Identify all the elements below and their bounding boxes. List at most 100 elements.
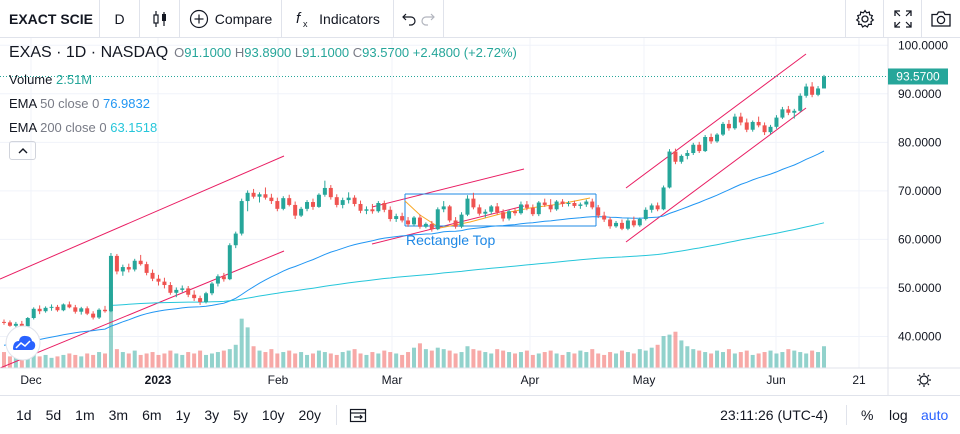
volume-bar (720, 352, 725, 368)
channel-line (371, 205, 525, 245)
ema200-legend[interactable]: EMA 200 close 0 63.1518 (9, 120, 157, 135)
volume-bar (465, 346, 470, 368)
candle-body (822, 76, 826, 89)
candle-body (174, 289, 179, 293)
candle-body (691, 144, 696, 154)
volume-bar (103, 353, 108, 368)
svg-text:f: f (296, 10, 302, 27)
candle-body (138, 260, 143, 265)
close-label: C (352, 45, 363, 60)
y-tick-label: 60.0000 (898, 232, 942, 246)
volume-bar (73, 354, 78, 368)
clock[interactable]: 23:11:26 (UTC-4) (720, 407, 828, 423)
candle-body (685, 153, 690, 156)
volume-bar (602, 354, 607, 368)
candle-body (114, 255, 119, 272)
volume-bar (376, 353, 381, 368)
chart-type-button[interactable] (140, 0, 180, 38)
calendar-range-icon (349, 408, 367, 422)
y-tick-label: 40.0000 (898, 329, 942, 343)
volume-bar (55, 356, 60, 368)
range-button-1d[interactable]: 1d (16, 406, 32, 423)
volume-bar (655, 344, 660, 368)
candle-body (168, 285, 173, 293)
volume-bar (518, 352, 523, 368)
volume-bar (673, 331, 678, 368)
percent-toggle[interactable]: % (861, 407, 874, 423)
candle-body (382, 203, 387, 210)
volume-bar (168, 350, 173, 368)
candle-body (513, 211, 518, 214)
candle-body (2, 321, 6, 323)
candle-body (578, 204, 583, 206)
ema50-params: 50 close 0 (40, 96, 100, 111)
range-button-20y[interactable]: 20y (298, 406, 322, 423)
volume-bar (507, 352, 512, 368)
candle-body (364, 209, 369, 211)
volume-bar (263, 352, 268, 368)
volume-bar (459, 352, 464, 368)
candle-body (406, 220, 411, 225)
compare-button[interactable]: Compare (180, 0, 282, 38)
candle-body (798, 95, 803, 111)
volume-bar (67, 353, 72, 368)
range-button-1y[interactable]: 1y (175, 406, 191, 423)
volume-bar (715, 350, 720, 368)
volume-bars (2, 294, 826, 368)
range-button-1m[interactable]: 1m (75, 406, 95, 423)
volume-bar (150, 352, 155, 368)
volume-bar (590, 349, 595, 368)
interval-button[interactable]: D (100, 0, 140, 38)
axis-settings-button[interactable] (917, 373, 931, 387)
volume-bar (43, 354, 48, 368)
channel-line (0, 250, 285, 369)
range-button-3m[interactable]: 3m (108, 406, 129, 423)
channel-line (0, 155, 285, 280)
x-tick-label: Dec (20, 373, 41, 387)
range-button-10y[interactable]: 10y (261, 406, 285, 423)
candle-body (602, 215, 607, 220)
volume-bar (548, 350, 553, 368)
range-button-5y[interactable]: 5y (233, 406, 248, 423)
candle-body (400, 216, 405, 221)
candle-body (489, 206, 494, 212)
range-button-3y[interactable]: 3y (204, 406, 220, 423)
redo-icon[interactable] (420, 11, 436, 27)
candle-body (31, 308, 36, 319)
x-tick-label: May (633, 373, 656, 387)
range-button-5d[interactable]: 5d (45, 406, 62, 423)
volume-bar (429, 350, 434, 368)
volume-bar (334, 354, 339, 368)
candle-body (417, 217, 422, 227)
settings-button[interactable] (846, 0, 884, 38)
volume-bar (180, 354, 185, 368)
volume-legend[interactable]: Volume 2.51M (9, 72, 92, 87)
candle-body (322, 187, 327, 195)
log-toggle[interactable]: log (889, 407, 908, 423)
tradingview-logo[interactable] (5, 325, 41, 361)
snapshot-button[interactable] (922, 0, 960, 38)
volume-bar (649, 347, 654, 368)
candle-body (774, 117, 779, 127)
price-chart[interactable]: Rectangle Top 100.0000 90.0000 80.0000 70.0… (0, 38, 960, 395)
volume-bar (816, 352, 821, 368)
price-badge-text: 93.5700 (896, 69, 940, 83)
candle-body (156, 278, 161, 282)
volume-bar (822, 346, 826, 368)
ema50-legend[interactable]: EMA 50 close 0 76.9832 (9, 96, 150, 111)
open-value: 91.1000 (184, 45, 232, 60)
date-range-button[interactable] (345, 407, 371, 423)
auto-toggle[interactable]: auto (921, 407, 949, 423)
symbol-search-button[interactable]: EXACT SCIE (0, 0, 100, 38)
volume-bar (382, 350, 387, 368)
fullscreen-button[interactable] (884, 0, 922, 38)
range-button-6m[interactable]: 6m (142, 406, 162, 423)
candle-body (471, 198, 476, 208)
undo-icon[interactable] (401, 11, 417, 27)
candle-body (756, 121, 761, 126)
candle-body (221, 276, 226, 280)
legend-collapse-button[interactable] (9, 141, 36, 160)
volume-bar (245, 327, 250, 368)
chevron-up-icon (18, 147, 27, 153)
